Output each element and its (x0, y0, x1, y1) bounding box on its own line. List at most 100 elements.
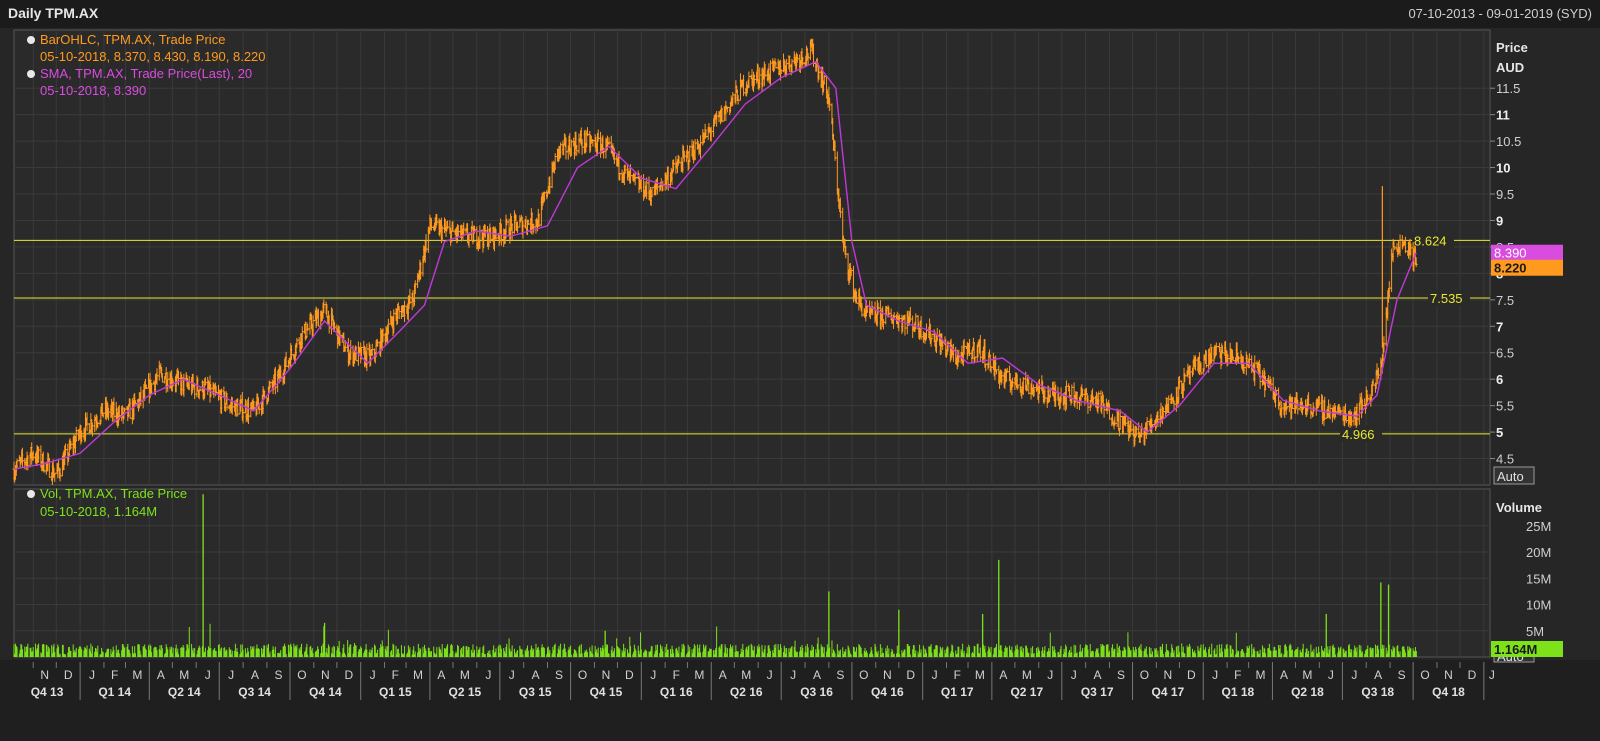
hline-label-bg (1340, 425, 1382, 442)
month-label: O (1140, 668, 1149, 682)
month-label: N (1164, 668, 1173, 682)
month-label: J (790, 668, 796, 682)
month-label: S (274, 668, 282, 682)
quarter-label: Q1 14 (98, 685, 131, 699)
month-label: N (602, 668, 611, 682)
month-label: J (370, 668, 376, 682)
month-label: N (1444, 668, 1453, 682)
month-label: J (205, 668, 211, 682)
month-label: F (111, 668, 118, 682)
month-label: M (1022, 668, 1032, 682)
month-label: N (40, 668, 49, 682)
price-tick-label: 11.5 (1496, 81, 1520, 96)
volume-tick-label: 20M (1526, 545, 1551, 560)
month-label: A (1094, 668, 1102, 682)
quarter-label: Q1 15 (379, 685, 412, 699)
month-label: F (954, 668, 961, 682)
month-label: J (1351, 668, 1357, 682)
volume-axis-title: Volume (1496, 500, 1542, 515)
volume-series[interactable] (13, 494, 1417, 657)
volume-panel[interactable] (13, 488, 1491, 658)
quarter-label: Q3 17 (1081, 685, 1114, 699)
month-label: J (1328, 668, 1334, 682)
month-label: M (741, 668, 751, 682)
volume-tick-label: 5M (1526, 624, 1544, 639)
month-label: D (1468, 668, 1477, 682)
quarter-label: Q2 18 (1291, 685, 1324, 699)
month-label: A (437, 668, 445, 682)
quarter-label: Q4 17 (1152, 685, 1185, 699)
month-label: J (228, 668, 234, 682)
month-label: F (1234, 668, 1241, 682)
month-label: J (1047, 668, 1053, 682)
month-label: M (132, 668, 142, 682)
month-label: J (509, 668, 515, 682)
month-label: J (932, 668, 938, 682)
month-label: O (859, 668, 868, 682)
month-label: A (999, 668, 1007, 682)
price-tick-label: 6 (1496, 372, 1503, 387)
month-label: J (767, 668, 773, 682)
month-label: A (157, 668, 165, 682)
month-label: S (555, 668, 563, 682)
month-label: M (694, 668, 704, 682)
month-label: A (251, 668, 259, 682)
month-label: D (625, 668, 634, 682)
price-tick-label: 10 (1496, 161, 1510, 176)
price-tick-label: 9.5 (1496, 187, 1514, 202)
quarter-label: Q3 14 (238, 685, 271, 699)
month-label: M (179, 668, 189, 682)
price-tick-label: 5.5 (1496, 399, 1514, 414)
price-axis-unit: AUD (1496, 60, 1524, 75)
month-label: N (321, 668, 330, 682)
price-axis-title: Price (1496, 40, 1528, 55)
price-tick-label: 4.5 (1496, 452, 1514, 467)
month-label: F (673, 668, 680, 682)
quarter-label: Q3 18 (1361, 685, 1394, 699)
quarter-label: Q2 17 (1010, 685, 1043, 699)
month-label: O (1420, 668, 1429, 682)
quarter-label: Q4 13 (31, 685, 64, 699)
quarter-label: Q2 14 (168, 685, 201, 699)
month-label: D (64, 668, 73, 682)
month-label: S (836, 668, 844, 682)
month-label: M (1302, 668, 1312, 682)
hline-label-bg (1428, 289, 1470, 306)
month-label: A (532, 668, 540, 682)
hline-label: 7.535 (1430, 291, 1463, 306)
month-label: O (578, 668, 587, 682)
price-tick-label: 9 (1496, 213, 1503, 228)
price-tick-label: 5 (1496, 425, 1503, 440)
quarter-label: Q2 15 (449, 685, 482, 699)
month-label: J (650, 668, 656, 682)
quarter-label: Q3 15 (519, 685, 552, 699)
price-tick-label: 10.5 (1496, 134, 1521, 149)
price-tick-label: 7 (1496, 319, 1503, 334)
price-auto-button[interactable]: Auto (1493, 466, 1535, 485)
hline-label: 4.966 (1342, 427, 1375, 442)
price-tick-label: 7.5 (1496, 293, 1514, 308)
auto-button-frame[interactable] (1493, 466, 1535, 485)
month-label: D (1187, 668, 1196, 682)
month-label: A (1280, 668, 1288, 682)
month-label: J (1212, 668, 1218, 682)
month-label: N (883, 668, 892, 682)
month-label: J (485, 668, 491, 682)
month-label: S (1117, 668, 1125, 682)
price-tick-label: 11 (1496, 108, 1510, 123)
auto-button-label: Auto (1497, 469, 1524, 484)
sma-line[interactable] (13, 60, 1417, 470)
quarter-label: Q2 16 (730, 685, 763, 699)
volume-tick-label: 10M (1526, 598, 1551, 613)
month-label: J (1071, 668, 1077, 682)
month-label: A (1374, 668, 1382, 682)
month-label: D (906, 668, 915, 682)
quarter-label: Q4 16 (871, 685, 904, 699)
month-label: D (344, 668, 353, 682)
quarter-label: Q3 16 (800, 685, 833, 699)
quarter-label: Q1 17 (941, 685, 974, 699)
quarter-label: Q1 16 (660, 685, 693, 699)
month-label: M (1256, 668, 1266, 682)
